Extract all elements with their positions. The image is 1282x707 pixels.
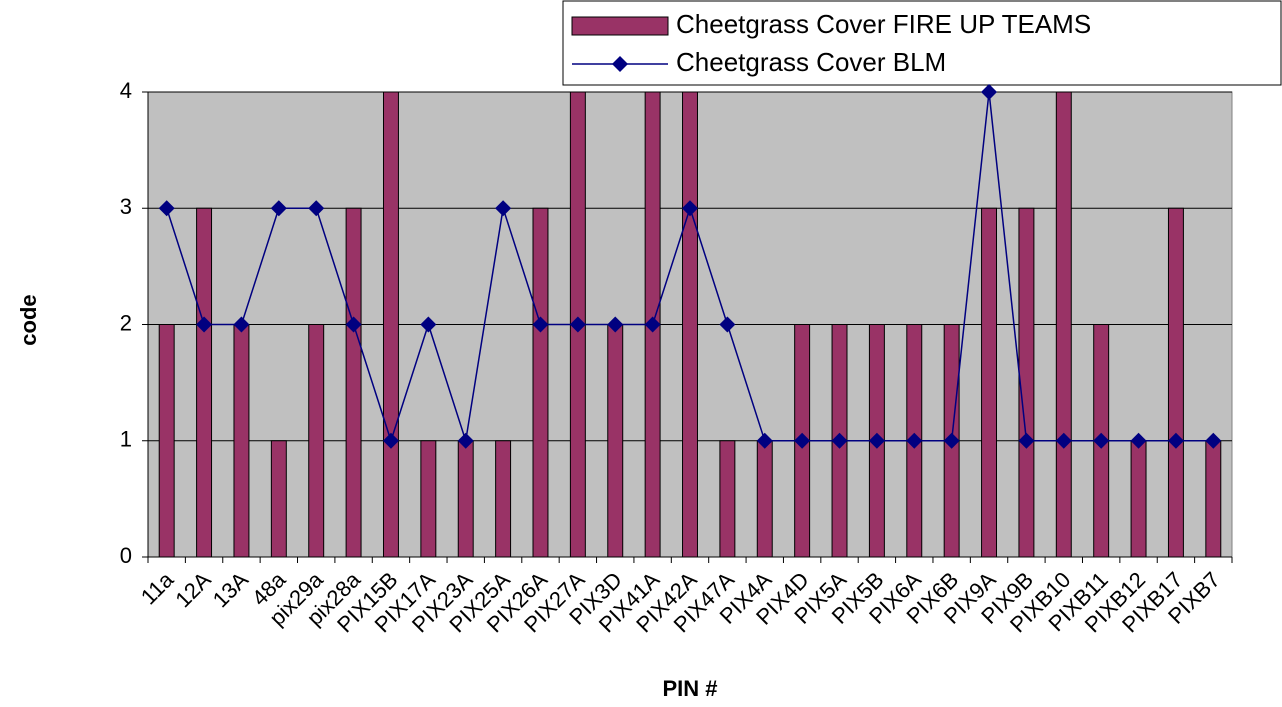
bar: [308, 324, 325, 558]
line-marker: [943, 432, 960, 449]
y-axis-title: code: [16, 294, 41, 345]
x-tick-label: 11a: [136, 566, 179, 609]
line-marker: [1055, 432, 1072, 449]
legend: Cheetgrass Cover FIRE UP TEAMS Cheetgrass…: [562, 0, 1282, 86]
line-marker: [831, 432, 848, 449]
bar: [981, 207, 998, 558]
x-tick-label: 13A: [208, 567, 254, 613]
y-tick-label: 0: [120, 543, 132, 568]
bar: [607, 324, 624, 558]
bar: [270, 440, 287, 558]
line-marker: [457, 432, 474, 449]
x-tick-label: 12A: [170, 567, 216, 613]
legend-label: Cheetgrass Cover FIRE UP TEAMS: [676, 9, 1091, 39]
bar: [196, 207, 213, 558]
legend-marker: [612, 56, 628, 72]
bar: [345, 207, 362, 558]
y-tick-label: 3: [120, 194, 132, 219]
legend-swatch: [571, 16, 669, 36]
line-marker: [569, 316, 586, 333]
bar: [682, 91, 698, 558]
bar: [532, 207, 549, 558]
line-marker: [233, 316, 250, 333]
line-marker: [1093, 432, 1110, 449]
line-marker: [1205, 432, 1222, 449]
line-marker: [270, 200, 287, 217]
y-tick-label: 4: [120, 78, 132, 103]
line-marker: [532, 316, 549, 333]
line-marker: [196, 316, 213, 333]
bar: [1130, 440, 1147, 558]
line-marker: [1167, 432, 1184, 449]
line-marker: [719, 316, 736, 333]
bar: [420, 440, 437, 558]
legend-box: [562, 0, 1282, 86]
line-marker: [1018, 432, 1035, 449]
bar: [1205, 440, 1222, 558]
line-marker: [868, 432, 885, 449]
bar: [382, 91, 399, 558]
bar: [233, 324, 250, 558]
line-marker: [382, 432, 399, 449]
line-marker: [345, 316, 362, 333]
line-marker: [906, 432, 923, 449]
y-tick-label: 1: [120, 427, 132, 452]
bar: [457, 440, 474, 558]
bar: [1018, 207, 1035, 558]
legend-label: Cheetgrass Cover BLM: [676, 47, 946, 77]
line-marker: [420, 316, 437, 333]
bar: [495, 440, 512, 558]
line-marker: [158, 200, 175, 217]
line-marker: [981, 84, 998, 100]
bar: [1055, 91, 1072, 558]
line-marker: [682, 200, 698, 217]
line-marker: [756, 432, 773, 449]
line-marker: [607, 316, 624, 333]
y-tick-label: 2: [120, 310, 132, 335]
bar: [719, 440, 736, 558]
line-marker: [495, 200, 512, 217]
line-marker: [644, 316, 661, 333]
line-marker: [794, 432, 811, 449]
bar: [756, 440, 773, 558]
bar: [158, 324, 175, 558]
x-axis-title: PIN #: [662, 676, 717, 701]
bar: [1167, 207, 1184, 558]
line-marker: [308, 200, 325, 217]
line-marker: [1130, 432, 1147, 449]
